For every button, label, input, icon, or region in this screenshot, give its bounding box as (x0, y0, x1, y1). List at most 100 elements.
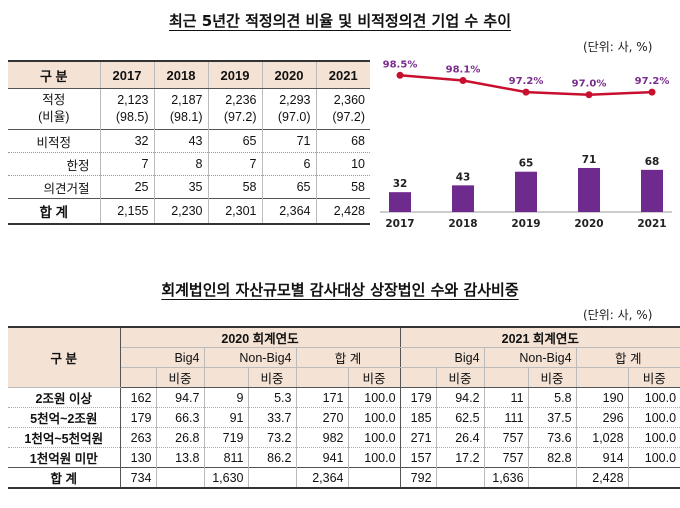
row-label: 비적정 (8, 129, 101, 153)
table-row: 1천억~5천억원 263 26.8 719 73.2 982 100.0 271 26.4 757… (8, 427, 680, 448)
table-cell: 734 (120, 467, 157, 488)
row-label: 합 계 (8, 467, 121, 488)
table-cell: 71 (262, 129, 317, 153)
table-cell: 914 (576, 447, 629, 468)
table-cell: 2,230 (154, 198, 209, 224)
table-cell: 82.8 (528, 447, 577, 468)
bar (578, 167, 600, 212)
opinion-table: 구 분 2017 2018 2019 2020 2021 적정 (비율) 2,12… (8, 60, 370, 225)
table-cell: 157 (400, 447, 437, 468)
table-cell: 171 (296, 387, 349, 408)
table-cell: 941 (296, 447, 349, 468)
header-cell: 2019 (208, 61, 263, 89)
table-cell: 111 (484, 407, 529, 428)
table-cell: 62.5 (436, 407, 485, 428)
header-cell: 2018 (154, 61, 209, 89)
x-tick-label: 2017 (385, 218, 414, 230)
table-cell: 5.8 (528, 387, 577, 408)
share-header: 비중 (628, 367, 680, 388)
table-cell: 86.2 (248, 447, 297, 468)
table-cell: 32 (100, 129, 155, 153)
table-cell: 94.7 (156, 387, 205, 408)
table-cell: 65 (262, 175, 317, 199)
table-cell: 58 (208, 175, 263, 199)
table-cell (436, 467, 485, 488)
table-cell: 100.0 (348, 427, 401, 448)
group-header: Non-Big4 (204, 347, 297, 368)
table-cell: 7 (208, 152, 263, 176)
table-cell (248, 467, 297, 488)
table-cell: 17.2 (436, 447, 485, 468)
table-cell: 43 (154, 129, 209, 153)
table-cell: 1,028 (576, 427, 629, 448)
line-point (585, 91, 593, 99)
group-header: 합 계 (576, 347, 680, 368)
table-cell: 271 (400, 427, 437, 448)
table-cell: 100.0 (348, 447, 401, 468)
table-cell: 2,301 (208, 198, 263, 224)
table-cell: 26.8 (156, 427, 205, 448)
table-row: 비적정 32 43 65 71 68 (8, 129, 370, 153)
table-header-row: 구 분 2017 2018 2019 2020 2021 (8, 61, 370, 89)
audit-table-body: 2조원 이상 162 94.7 9 5.3 171 100.0 179 94.2 11 5.8 190… (8, 387, 680, 488)
share-header: 비중 (248, 367, 297, 388)
table-cell: 66.3 (156, 407, 205, 428)
x-tick-label: 2019 (511, 218, 540, 230)
row-label: 1천억~5천억원 (8, 427, 121, 448)
table-cell: 5.3 (248, 387, 297, 408)
row-label: 2조원 이상 (8, 387, 121, 408)
table-cell: 100.0 (628, 427, 680, 448)
table-row: 적정 (비율) 2,123 (98.5) 2,187 (98.1) 2,236 (97.… (8, 88, 370, 130)
header-row-share: 비중 비중 비중 비중 비중 비중 (8, 367, 680, 388)
group-header: Big4 (120, 347, 205, 368)
line-point (522, 88, 530, 96)
bar-label: 68 (645, 156, 660, 168)
table-cell: 2,187 (98.1) (154, 88, 209, 130)
table-cell: 91 (204, 407, 249, 428)
table-cell (528, 467, 577, 488)
table-cell: 757 (484, 427, 529, 448)
table-cell: 296 (576, 407, 629, 428)
line-label: 98.1% (446, 64, 481, 75)
bar-label: 65 (519, 158, 534, 170)
x-tick-label: 2018 (448, 218, 477, 230)
table-cell: 1,636 (484, 467, 529, 488)
table-cell: 6 (262, 152, 317, 176)
table-cell: 9 (204, 387, 249, 408)
table-cell: 100.0 (628, 407, 680, 428)
table-cell: 2,364 (262, 198, 317, 224)
section2-unit: (단위: 사, %) (583, 308, 653, 322)
table-cell: 10 (316, 152, 370, 176)
table-cell: 13.8 (156, 447, 205, 468)
header-cell: 2017 (100, 61, 155, 89)
bar-label: 71 (582, 154, 597, 166)
year-header: 2020 회계연도 (120, 327, 401, 348)
table-cell: 130 (120, 447, 157, 468)
bar-label: 43 (456, 171, 471, 183)
line-point (459, 76, 467, 84)
table-cell: 37.5 (528, 407, 577, 428)
year-header: 2021 회계연도 (400, 327, 680, 348)
audit-table: 구 분 2020 회계연도 2021 회계연도 Big4 Non-Big4 합 … (8, 326, 680, 489)
share-header: 비중 (528, 367, 577, 388)
bar-label: 32 (393, 178, 408, 190)
header-cell: 구 분 (8, 61, 101, 89)
header-row-groups: Big4 Non-Big4 합 계 Big4 Non-Big4 합 계 (8, 347, 680, 368)
share-header: 비중 (156, 367, 205, 388)
table-cell: 94.2 (436, 387, 485, 408)
table-cell: 270 (296, 407, 349, 428)
table-cell: 2,364 (296, 467, 349, 488)
table-cell: 179 (400, 387, 437, 408)
row-label: 1천억원 미만 (8, 447, 121, 468)
header-cell: 2021 (316, 61, 370, 89)
table-cell: 263 (120, 427, 157, 448)
table-row: 5천억~2조원 179 66.3 91 33.7 270 100.0 185 62.5 111 37… (8, 407, 680, 428)
line-label: 97.2% (509, 76, 544, 87)
table-cell: 179 (120, 407, 157, 428)
share-header: 비중 (348, 367, 401, 388)
table-cell: 100.0 (348, 387, 401, 408)
bar (389, 192, 411, 212)
line-label: 97.0% (572, 79, 607, 90)
table-row: 2조원 이상 162 94.7 9 5.3 171 100.0 179 94.2 11 5.8 190… (8, 387, 680, 408)
table-cell: 35 (154, 175, 209, 199)
